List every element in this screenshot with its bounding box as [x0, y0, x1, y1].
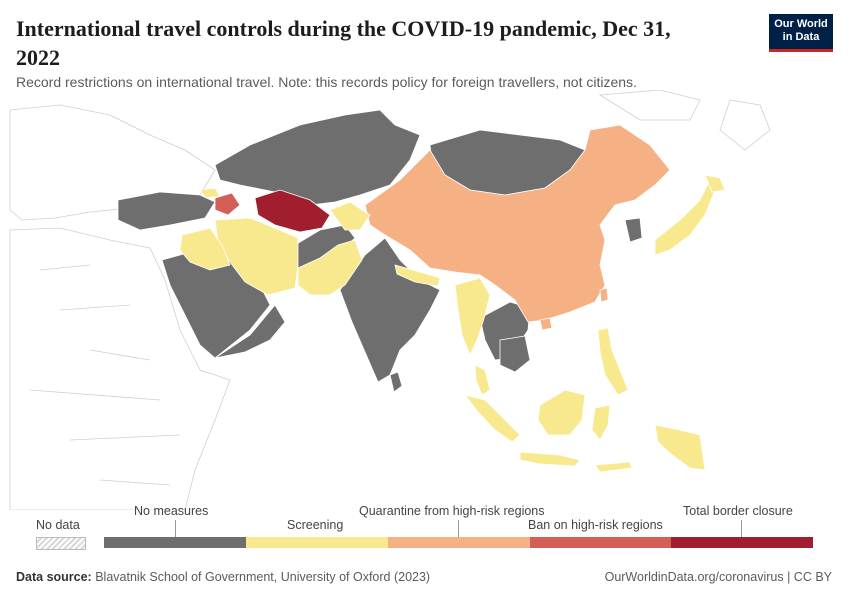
map-canvas	[9, 90, 771, 510]
legend-label-screening: Screening	[287, 518, 344, 532]
lesser-sunda[interactable]	[594, 461, 633, 473]
legend-tick-quarantine	[458, 520, 459, 537]
owid-logo[interactable]: Our World in Data	[769, 14, 833, 52]
footer-link[interactable]: OurWorldinData.org/coronavirus | CC BY	[604, 570, 832, 584]
georgia[interactable]	[199, 187, 221, 199]
legend-label-ban: Ban on high-risk regions	[528, 518, 663, 532]
myanmar-laos[interactable]	[454, 277, 491, 357]
iraq-syria[interactable]	[179, 227, 231, 271]
data-source-text: Blavatnik School of Government, Universi…	[95, 570, 431, 584]
chart-title: International travel controls during the…	[16, 16, 671, 70]
china[interactable]	[364, 124, 671, 323]
sri-lanka[interactable]	[389, 371, 403, 393]
korea-south[interactable]	[624, 217, 643, 243]
java[interactable]	[519, 451, 581, 467]
uzbekistan-tajikistan[interactable]	[329, 201, 371, 231]
legend-bar-ban[interactable]	[530, 537, 671, 548]
turkey[interactable]	[117, 191, 216, 231]
turkmenistan[interactable]	[254, 189, 331, 233]
malaysia-peninsula[interactable]	[474, 364, 491, 396]
taiwan[interactable]	[599, 287, 609, 303]
legend-tick-closure	[741, 520, 742, 537]
russia-kazakhstan[interactable]	[214, 109, 421, 206]
sumatra[interactable]	[463, 394, 521, 443]
hokkaido[interactable]	[704, 174, 726, 193]
india[interactable]	[339, 237, 441, 383]
chart-subtitle: Record restrictions on international tra…	[16, 74, 637, 90]
logo-line-2: in Data	[782, 31, 820, 43]
legend-bar-screening[interactable]	[246, 537, 388, 548]
oman-yemen[interactable]	[214, 304, 286, 359]
japan[interactable]	[654, 179, 716, 256]
sulawesi[interactable]	[591, 404, 611, 441]
legend-label-quarantine: Quarantine from high-risk regions	[359, 504, 545, 518]
arabia-left-outline	[29, 264, 181, 486]
data-source: Data source: Blavatnik School of Governm…	[16, 570, 430, 584]
legend-bar-quarantine[interactable]	[388, 537, 530, 548]
logo-line-1: Our World	[774, 18, 828, 30]
legend-no-data-swatch	[36, 537, 86, 550]
papua[interactable]	[654, 424, 706, 471]
legend-label-no-measures: No measures	[134, 504, 209, 518]
legend-no-data-label: No data	[36, 518, 80, 532]
legend-bar-no-measures[interactable]	[104, 537, 246, 548]
legend-bar-closure[interactable]	[671, 537, 813, 548]
africa-region[interactable]	[9, 227, 231, 510]
pakistan[interactable]	[297, 239, 363, 296]
pacific-outline	[598, 90, 771, 151]
armenia-azerbaijan[interactable]	[214, 192, 241, 216]
cambodia[interactable]	[499, 335, 531, 373]
nepal-bhutan[interactable]	[394, 264, 441, 287]
legend-tick-no-measures	[175, 520, 176, 537]
borneo[interactable]	[537, 389, 586, 436]
data-source-label: Data source:	[16, 570, 92, 584]
hainan[interactable]	[539, 317, 553, 331]
legend-label-closure: Total border closure	[683, 504, 793, 518]
philippines[interactable]	[597, 327, 629, 396]
